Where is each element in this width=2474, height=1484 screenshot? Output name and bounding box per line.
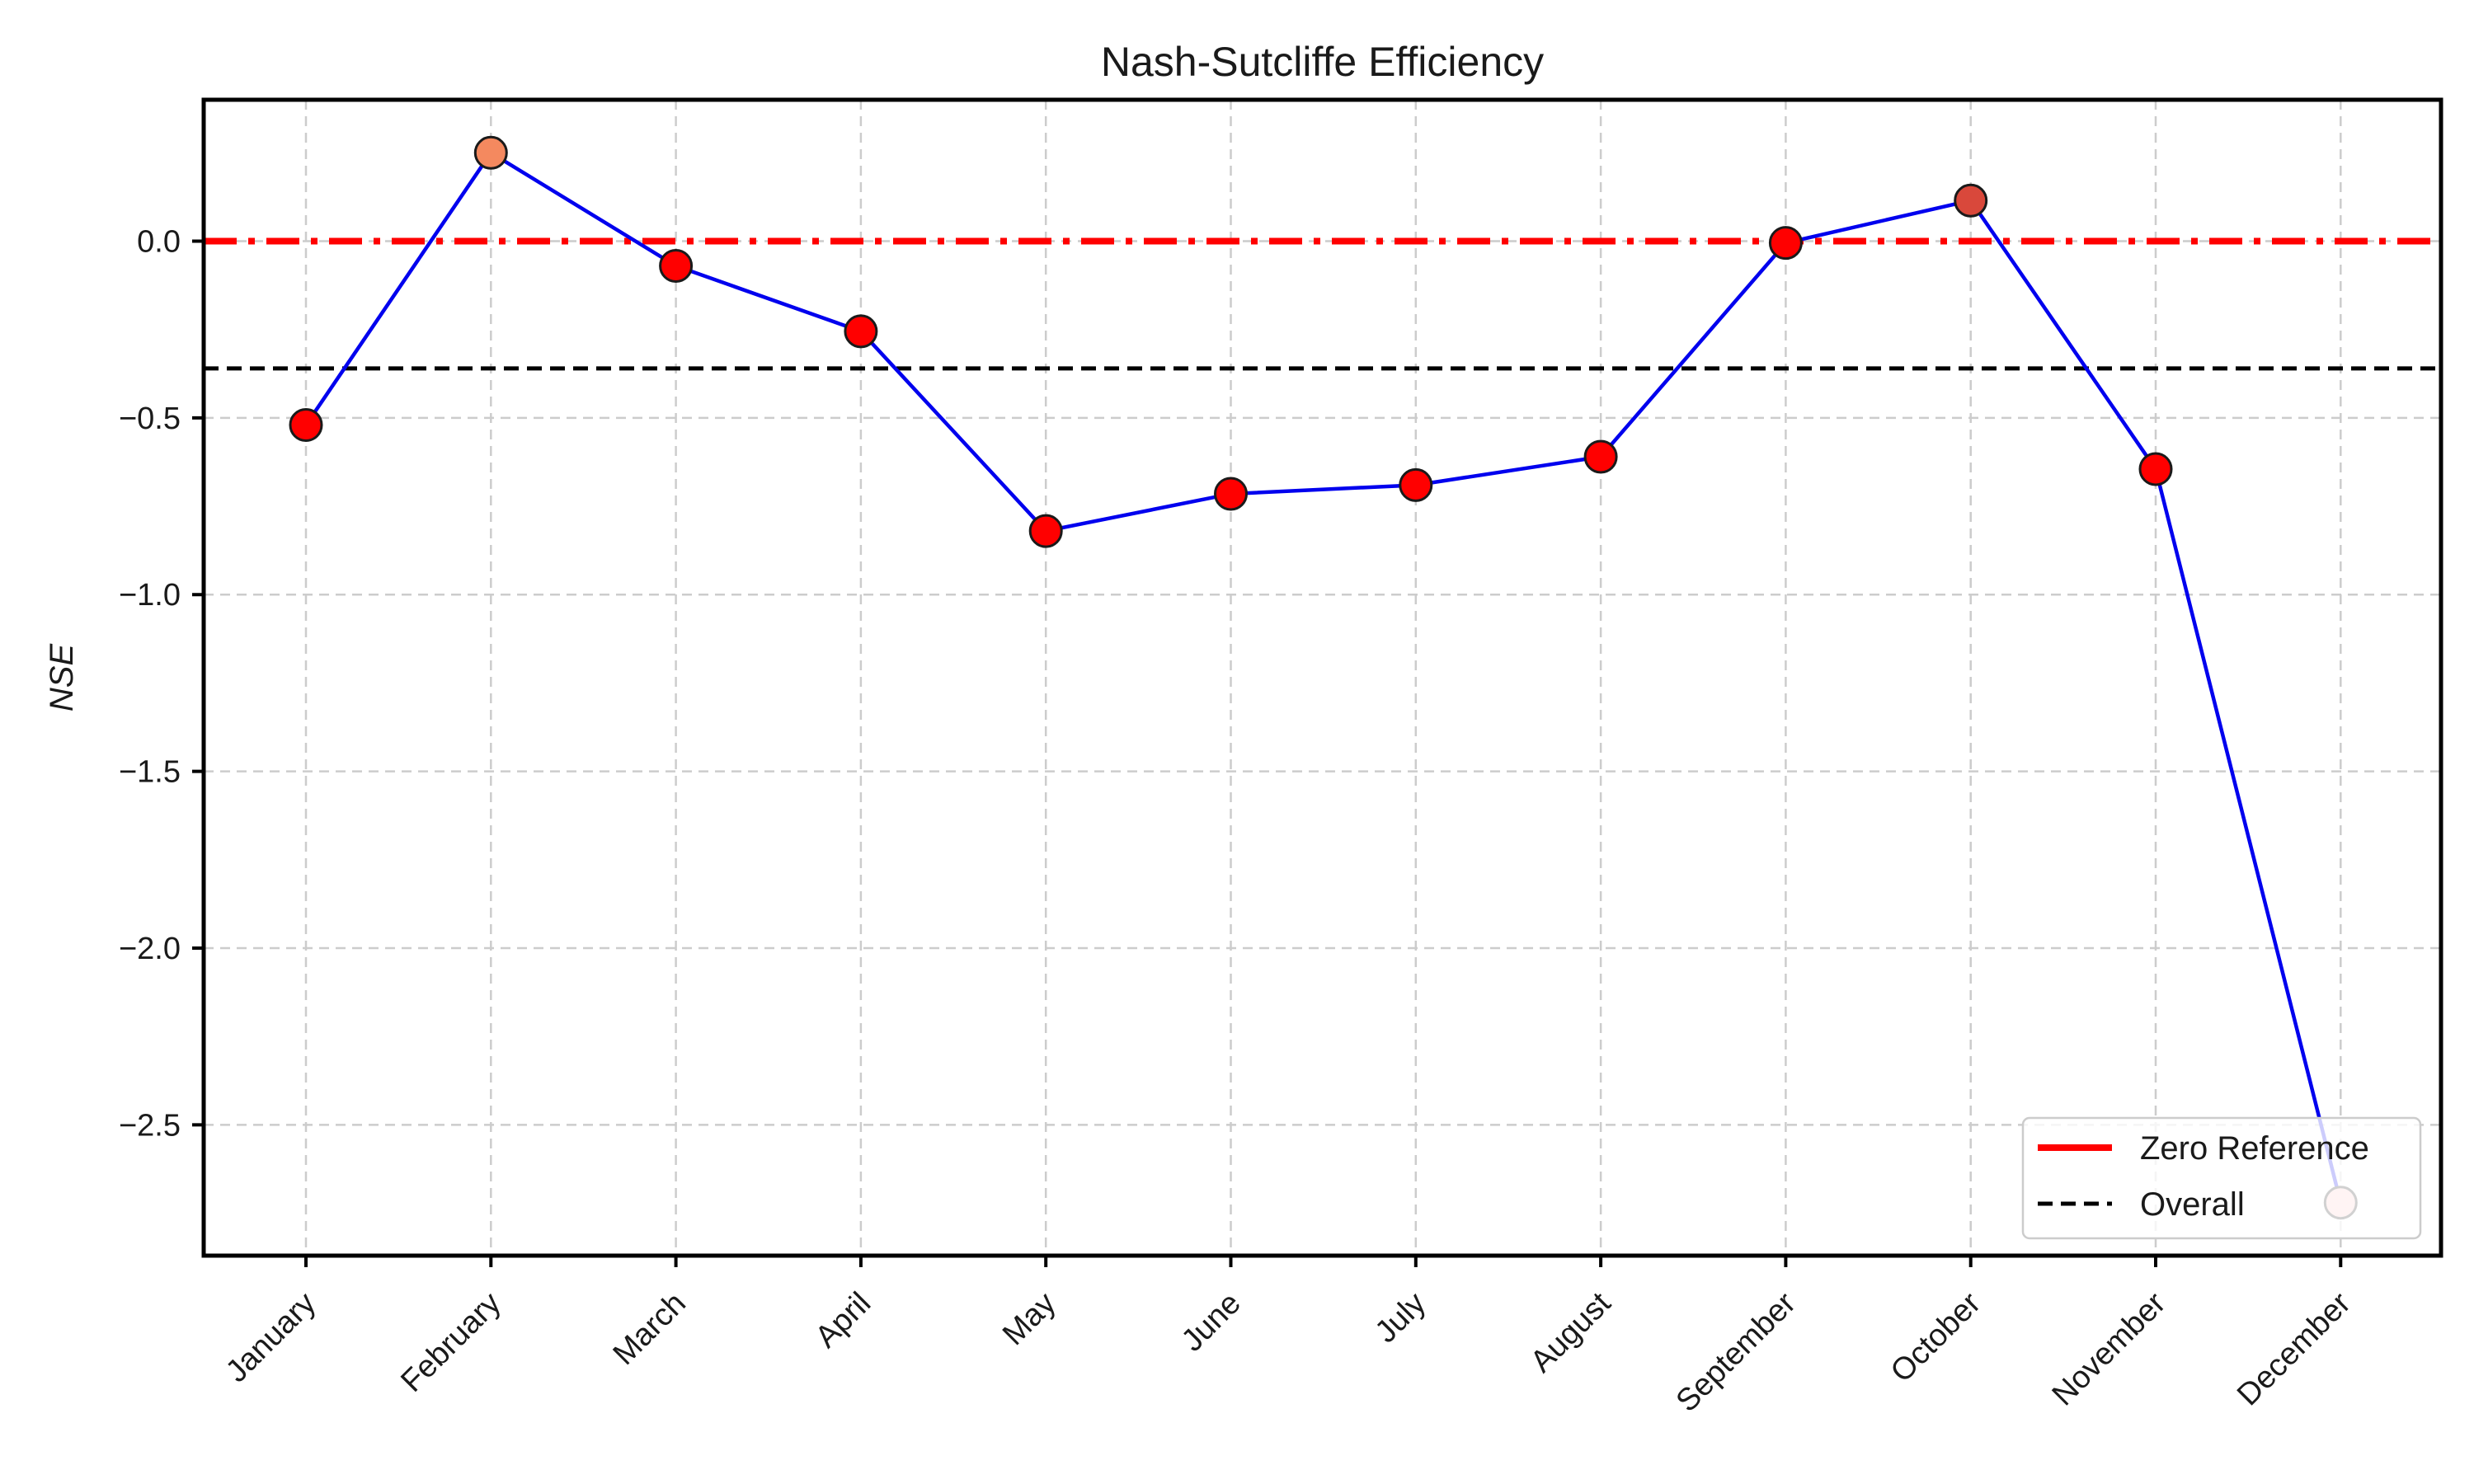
data-point-august [1583, 439, 1618, 474]
data-point-november [2138, 452, 2173, 486]
data-point-september [1768, 226, 1803, 261]
y-tick-label: −1.0 [119, 578, 181, 613]
x-tick-label: September [1670, 1285, 1803, 1418]
series-layer [289, 135, 2358, 1220]
chart-title: Nash-Sutcliffe Efficiency [1101, 39, 1544, 85]
reference-lines [204, 237, 2441, 371]
y-tick-label: −0.5 [119, 402, 181, 436]
y-tick-label: −2.0 [119, 932, 181, 966]
legend-label: Zero Reference [2140, 1130, 2369, 1167]
x-tick-label: July [1369, 1286, 1432, 1350]
x-tick-label: October [1884, 1285, 1988, 1389]
legend: Zero Reference Overall [2021, 1116, 2422, 1240]
plot-frame [201, 97, 2443, 1258]
legend-box [2021, 1116, 2422, 1240]
x-tick-label: April [809, 1286, 877, 1355]
x-tick-label: January [219, 1286, 322, 1389]
x-tick-label: March [607, 1286, 693, 1372]
data-point-march [659, 249, 694, 284]
x-tick-label: June [1175, 1286, 1248, 1359]
x-tick-label: May [996, 1286, 1062, 1352]
data-point-february [473, 135, 508, 170]
y-tick-label: −2.5 [119, 1108, 181, 1143]
legend-label: Overall [2140, 1186, 2245, 1223]
x-tick-label: August [1524, 1285, 1618, 1379]
y-tick-label: −1.5 [119, 755, 181, 790]
data-point-july [1399, 467, 1433, 502]
data-point-october [1954, 183, 1988, 218]
x-tick-label: November [2046, 1285, 2173, 1412]
data-point-june [1214, 477, 1248, 511]
y-tick-label: 0.0 [137, 224, 181, 259]
x-tick-label: February [394, 1286, 507, 1399]
grid-lines [204, 100, 2441, 1256]
data-point-april [844, 314, 878, 349]
y-axis-label: NSE [44, 643, 80, 712]
data-point-january [289, 407, 323, 442]
x-tick-label: December [2231, 1285, 2358, 1412]
series-line [304, 150, 2343, 1204]
data-point-may [1028, 514, 1063, 548]
